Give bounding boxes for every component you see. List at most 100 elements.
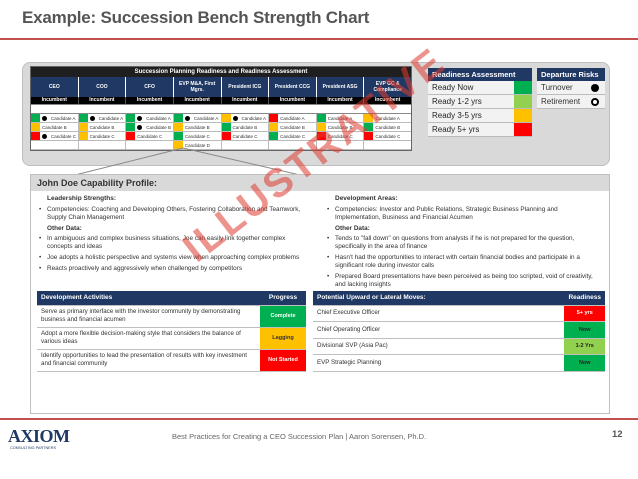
departure-risk-icon [42,115,47,121]
candidate-cell: Candidate B [31,123,79,131]
readiness-swatch [78,123,88,131]
position-header: President CCG [269,77,317,97]
candidate-cell: Candidate C [316,132,365,140]
grid-row: Candidate C Candidate C Candidate C Candida… [31,132,411,141]
readiness-swatch [316,114,326,122]
grid-incumbent-header: Incumbent Incumbent Incumbent Incumbent Incu… [31,97,411,104]
candidate-cell: Candidate C [78,132,127,140]
position-header: President ICG [222,77,270,97]
candidate-name: Candidate B [327,124,353,130]
candidate-name: Candidate B [184,124,210,130]
position-header: EVP M&A, First Mgrs. [174,77,222,97]
readiness-badge: 5+ yrs [564,305,605,322]
readiness-legend-title: Readiness Assessment [428,68,532,81]
candidate-cell [317,141,365,149]
candidate-name: Candidate A [327,115,353,121]
grid-position-header: CEO COO CFO EVP M&A, First Mgrs. President I… [31,77,411,97]
page-number: 12 [612,429,623,440]
candidate-cell: Candidate A [316,114,365,122]
position-header: COO [79,77,127,97]
candidate-cell: Candidate A [221,114,270,122]
candidate-cell: Candidate C [221,132,270,140]
readiness-swatch [31,123,40,131]
readiness-badge: Now [564,321,605,339]
title-divider [0,38,638,40]
candidate-cell: Candidate C [126,132,174,140]
candidate-name: Candidate A [193,115,219,121]
development-areas: Development Areas: Competencies: Investo… [325,195,595,292]
profile-bullet: Hasn't had the opportunities to interact… [325,254,595,270]
candidate-name: Candidate B [280,124,305,130]
incumbent-label: Incumbent [317,97,365,104]
candidate-cell: Candidate C [173,132,222,140]
candidate-cell [269,141,317,149]
development-other-heading: Other Data: [335,225,370,232]
activities-col-header: Development Activities [37,291,260,306]
readiness-swatch [126,132,136,140]
departure-legend-item: Turnover [537,81,605,95]
moves-header-row: Potential Upward or Lateral Moves: Readi… [313,291,605,306]
incumbent-label: Incumbent [79,97,127,104]
candidate-cell: Candidate A [31,114,79,122]
grid-row: Candidate B Candidate B Candidate B Candida… [31,123,411,132]
readiness-swatch [269,132,279,140]
departure-risk-icon [184,115,190,121]
readiness-swatch [31,114,40,122]
candidate-cell: Candidate C [269,132,317,140]
candidate-cell: Candidate A [173,114,222,122]
leadership-strengths: Leadership Strengths: Competencies: Coac… [37,195,307,276]
progress-col-header: Progress [260,291,306,306]
readiness-swatch [316,132,326,140]
readiness-legend-swatch [514,123,532,136]
candidate-cell: Candidate A [78,114,127,122]
readiness-swatch [126,123,136,131]
candidate-cell: Candidate B [221,123,270,131]
potential-moves-table: Potential Upward or Lateral Moves: Readi… [313,291,605,372]
candidate-cell: Candidate D [173,141,222,149]
departure-risk-icon [137,115,143,121]
readiness-swatch [173,141,183,149]
footer-divider [0,418,638,420]
capability-profile: John Doe Capability Profile: Leadership … [30,174,610,414]
readiness-badge: 1-2 Yrs [564,338,605,355]
strengths-heading: Leadership Strengths: [47,195,116,202]
candidate-cell: Candidate A [364,114,411,122]
strengths-competencies: Competencies: Coaching and Developing Ot… [37,206,307,222]
strengths-other-heading: Other Data: [47,225,82,232]
departure-legend-title: Departure Risks [537,68,605,81]
candidate-cell: Candidate C [31,132,79,140]
candidate-cell: Candidate B [269,123,317,131]
readiness-legend-item: Ready 3-5 yrs [428,109,532,123]
position-header: EVP GC & Compliance [373,81,402,93]
candidate-name: Candidate A [375,115,400,121]
candidate-name: Candidate C [89,133,115,139]
candidate-name: Candidate A [241,115,267,121]
profile-bullet: Tends to "fall down" on questions from a… [325,235,595,251]
candidate-name: Candidate A [280,115,305,121]
succession-grid: Succession Planning Readiness and Readin… [30,66,412,151]
move-row: Divisional SVP (Asia Pac) 1-2 Yrs [313,338,605,355]
readiness-legend-swatch [514,109,532,122]
readiness-swatch [364,132,374,140]
move-text: EVP Strategic Planning [313,354,565,372]
readiness-swatch [173,114,183,122]
departure-risk-icon [42,133,47,139]
candidate-cell [31,141,79,149]
candidate-cell: Candidate A [126,114,174,122]
activities-header-row: Development Activities Progress [37,291,306,306]
readiness-swatch [126,114,136,122]
readiness-swatch [173,123,183,131]
readiness-swatch [78,114,88,122]
departure-legend-item: Retirement [537,95,605,109]
move-text: Chief Executive Officer [313,305,565,322]
moves-col-header: Potential Upward or Lateral Moves: [313,291,565,306]
move-row: Chief Operating Officer Now [313,321,605,339]
position-header: CFO [126,77,174,97]
move-row: Chief Executive Officer 5+ yrs [313,305,605,322]
readiness-swatch [316,123,326,131]
readiness-swatch [269,114,279,122]
departure-legend-label: Turnover [541,83,573,92]
readiness-legend-label: Ready 5+ yrs [432,125,480,134]
company-logo: AXIOM CONSULTING PARTNERS [8,422,74,452]
move-text: Divisional SVP (Asia Pac) [313,338,565,355]
